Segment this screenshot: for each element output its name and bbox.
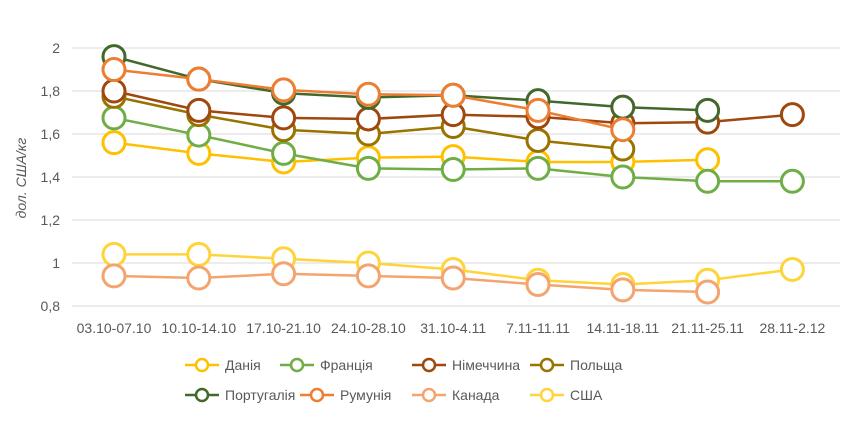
series-line — [113, 272, 708, 294]
legend-item: Данія — [185, 357, 261, 373]
data-point — [101, 130, 127, 156]
legend-marker — [309, 387, 325, 403]
y-axis-ticks: 0,8 1 1,2 1,4 1,6 1,8 2 — [41, 40, 61, 314]
data-point — [695, 168, 721, 194]
data-point — [525, 272, 551, 297]
legend-label: Данія — [225, 357, 261, 373]
y-axis-label: дол. США/кг — [13, 138, 29, 219]
x-axis-ticks: 03.10-07.10 10.10-14.10 17.10-21.10 24.10-2… — [77, 320, 826, 336]
data-point — [186, 97, 212, 123]
x-tick-label: 7.11-11.11 — [506, 320, 570, 336]
legend: Данія Франція Німеччина Польща Португалія Рум… — [185, 357, 623, 403]
data-point — [101, 57, 127, 82]
x-tick-label: 03.10-07.10 — [77, 320, 152, 336]
legend-label: Канада — [452, 387, 500, 403]
data-point — [355, 106, 381, 132]
y-tick-label: 0,8 — [41, 298, 61, 314]
data-point — [355, 155, 381, 181]
x-tick-label: 31.10-4.11 — [420, 320, 486, 336]
x-tick-label: 14.11-18.11 — [586, 320, 659, 336]
data-point — [525, 127, 551, 153]
data-point — [186, 241, 212, 267]
data-point — [101, 105, 127, 131]
legend-label: США — [570, 387, 603, 403]
y-tick-label: 1,4 — [41, 169, 61, 185]
x-tick-label: 17.10-21.10 — [246, 320, 321, 336]
legend-label: Німеччина — [452, 357, 520, 373]
legend-label: Румунія — [340, 387, 391, 403]
data-point — [695, 279, 721, 305]
data-point — [186, 122, 212, 148]
legend-item: Румунія — [300, 387, 391, 403]
legend-label: Польща — [570, 357, 623, 373]
y-tick-label: 2 — [52, 40, 60, 56]
data-point — [355, 81, 381, 107]
legend-marker — [539, 357, 555, 373]
y-tick-label: 1,8 — [41, 83, 61, 99]
data-point — [440, 156, 466, 182]
data-point — [610, 117, 636, 143]
legend-marker — [421, 387, 437, 403]
data-point — [779, 102, 805, 128]
legend-item: Франція — [280, 357, 373, 373]
legend-item: Канада — [412, 387, 500, 403]
data-point — [610, 164, 636, 190]
y-tick-label: 1,2 — [41, 212, 61, 228]
data-point — [695, 147, 721, 173]
data-point — [271, 105, 297, 131]
legend-item: США — [530, 387, 603, 403]
data-point — [779, 168, 805, 194]
series-line — [113, 141, 708, 164]
legend-marker — [194, 357, 210, 373]
data-point — [525, 155, 551, 181]
legend-marker — [289, 357, 305, 373]
x-tick-label: 10.10-14.10 — [161, 320, 236, 336]
data-point — [440, 82, 466, 108]
legend-item: Німеччина — [412, 357, 520, 373]
series-group — [101, 44, 805, 305]
data-point — [186, 265, 212, 291]
data-point — [610, 94, 636, 120]
data-point — [101, 263, 127, 289]
y-tick-label: 1,6 — [41, 126, 61, 142]
series-1 — [101, 261, 721, 305]
data-point — [695, 97, 721, 123]
data-point — [525, 97, 551, 123]
legend-marker — [539, 387, 555, 403]
series-3 — [101, 105, 805, 194]
data-point — [271, 140, 297, 166]
data-point — [779, 256, 805, 282]
legend-item: Польща — [530, 357, 623, 373]
data-point — [610, 277, 636, 303]
y-tick-label: 1 — [52, 255, 60, 271]
data-point — [101, 78, 127, 104]
legend-label: Франція — [320, 357, 373, 373]
x-tick-label: 24.10-28.10 — [331, 320, 406, 336]
data-point — [440, 265, 466, 291]
data-point — [271, 261, 297, 287]
data-point — [355, 263, 381, 289]
x-tick-label: 28.11-2.12 — [759, 320, 825, 336]
legend-item: Португалія — [185, 387, 295, 403]
data-point — [101, 241, 127, 267]
series-7 — [101, 57, 636, 143]
data-point — [186, 66, 212, 92]
legend-marker — [194, 387, 210, 403]
x-tick-label: 21.11-25.11 — [671, 320, 744, 336]
data-point — [271, 77, 297, 103]
legend-marker — [421, 357, 437, 373]
legend-label: Португалія — [225, 387, 295, 403]
